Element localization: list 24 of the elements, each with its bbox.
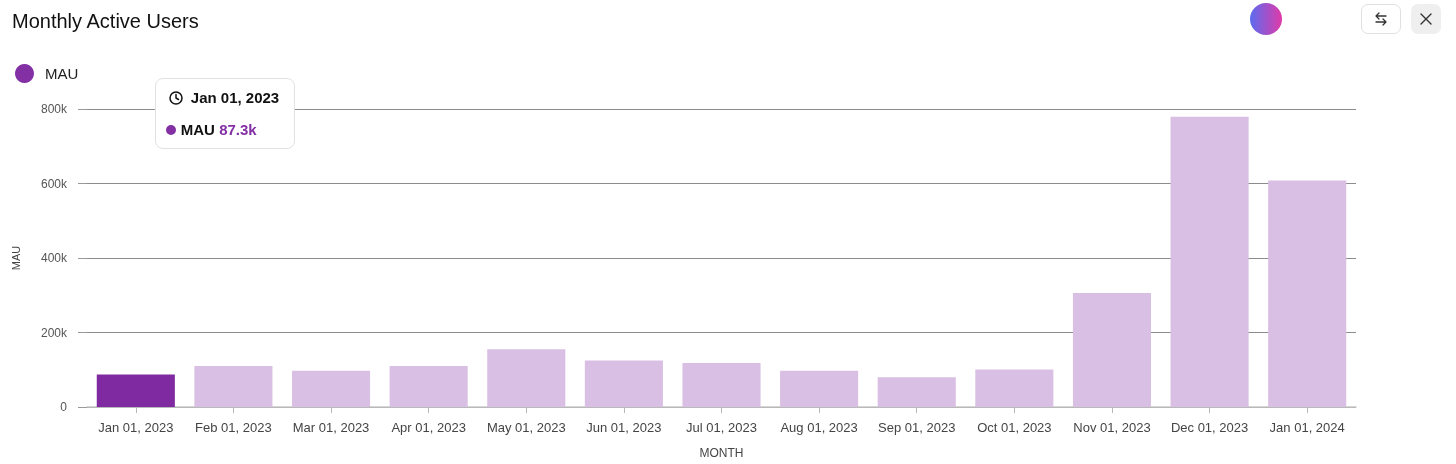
x-tick-label: Aug 01, 2023 xyxy=(780,420,858,435)
annotation: MAU 87.3k xyxy=(180,121,257,139)
y-axis-title: MAU xyxy=(9,245,22,271)
x-tick-label: Jul 01, 2023 xyxy=(686,420,757,435)
x-tick-label: Sep 01, 2023 xyxy=(878,420,956,435)
x-tick-label: May 01, 2023 xyxy=(486,420,566,435)
x-tick-label: Nov 01, 2023 xyxy=(1073,420,1151,435)
x-tick-label: Oct 01, 2023 xyxy=(977,420,1052,435)
x-tick-label: Jan 01, 2024 xyxy=(1269,420,1345,435)
y-tick-label: 200k xyxy=(40,325,68,340)
y-tick-label: 800k xyxy=(40,102,68,116)
x-tick-label: Apr 01, 2023 xyxy=(391,420,466,435)
x-tick-label: Dec 01, 2023 xyxy=(1170,420,1249,435)
y-tick-label: 400k xyxy=(40,251,68,265)
chart-title: Monthly Active Users xyxy=(12,10,199,32)
x-axis-title: MONTH xyxy=(699,446,744,460)
tooltip: Jan 01, 2023 MAU 87.3k xyxy=(154,78,295,149)
x-tick-label: Feb 01, 2023 xyxy=(195,420,272,435)
x-tick-label: Jan 01, 2023 xyxy=(98,420,174,435)
x-tick-label: Mar 01, 2023 xyxy=(292,420,370,435)
y-tick-label: 600k xyxy=(40,176,68,191)
x-tick-label: Jun 01, 2023 xyxy=(586,420,662,435)
y-tick-label: 0 xyxy=(60,400,68,414)
legend-label: MAU xyxy=(45,65,79,82)
